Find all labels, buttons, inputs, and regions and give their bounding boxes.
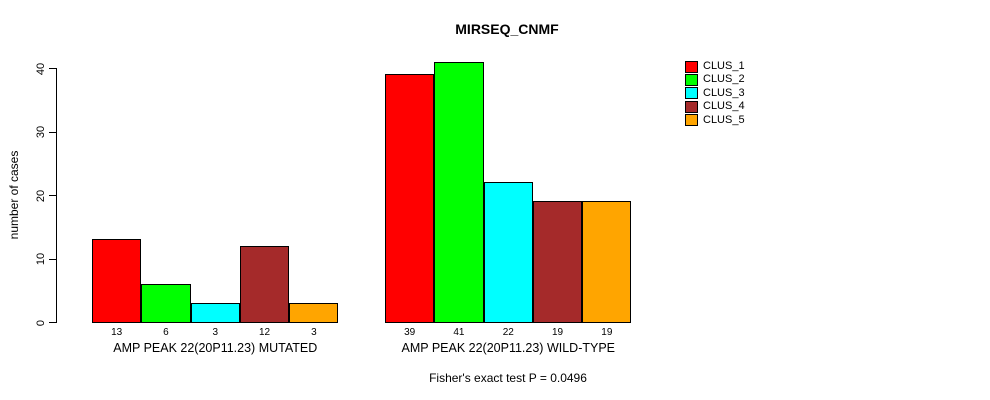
legend-swatch bbox=[685, 114, 698, 127]
legend-label: CLUS_5 bbox=[703, 113, 745, 126]
legend-label: CLUS_2 bbox=[703, 73, 745, 86]
y-tick bbox=[49, 131, 56, 133]
bar bbox=[239, 245, 290, 323]
group-label: AMP PEAK 22(20P11.23) MUTATED bbox=[113, 341, 318, 355]
bar bbox=[483, 182, 533, 323]
bar bbox=[385, 74, 435, 323]
bar bbox=[532, 201, 583, 323]
group-label: AMP PEAK 22(20P11.23) WILD-TYPE bbox=[401, 341, 616, 355]
chart-title: MIRSEQ_CNMF bbox=[455, 21, 559, 37]
y-tick-label: 0 bbox=[35, 319, 47, 326]
bar-value-label: 3 bbox=[212, 327, 219, 338]
y-axis-label: number of cases bbox=[7, 150, 21, 240]
y-tick bbox=[49, 322, 56, 323]
legend-swatch bbox=[685, 74, 698, 87]
bar bbox=[190, 302, 240, 323]
bar-value-label: 3 bbox=[311, 327, 317, 338]
legend-item: CLUS_2 bbox=[685, 73, 745, 87]
bar bbox=[289, 302, 339, 323]
bar bbox=[92, 239, 142, 323]
legend-item: CLUS_5 bbox=[685, 114, 745, 127]
bar-value-label: 41 bbox=[453, 327, 465, 338]
legend: CLUS_1 CLUS_2 CLUS_3 CLUS_4 CLUS_5 bbox=[685, 60, 745, 127]
legend-item: CLUS_3 bbox=[685, 87, 745, 100]
bar bbox=[582, 201, 632, 323]
bar bbox=[141, 283, 191, 323]
legend-item: CLUS_1 bbox=[685, 60, 745, 73]
legend-label: CLUS_1 bbox=[703, 60, 745, 72]
legend-label: CLUS_3 bbox=[703, 86, 745, 99]
bar-value-label: 39 bbox=[404, 327, 416, 338]
y-axis-line bbox=[56, 68, 57, 323]
y-tick-label: 30 bbox=[35, 125, 47, 139]
legend-swatch bbox=[685, 60, 698, 73]
bar-value-label: 19 bbox=[551, 327, 564, 338]
legend-label: CLUS_4 bbox=[703, 100, 745, 113]
y-tick-label: 40 bbox=[35, 62, 47, 75]
bar bbox=[434, 61, 484, 323]
y-tick bbox=[49, 68, 56, 69]
y-tick-label: 10 bbox=[35, 252, 47, 266]
bar-value-label: 12 bbox=[258, 327, 271, 338]
legend-item: CLUS_4 bbox=[685, 100, 745, 113]
bar-value-label: 22 bbox=[502, 327, 514, 338]
legend-swatch bbox=[685, 87, 698, 100]
bar-value-label: 13 bbox=[111, 327, 123, 338]
y-tick bbox=[49, 195, 56, 196]
y-tick-label: 20 bbox=[35, 189, 47, 202]
y-tick bbox=[49, 258, 56, 260]
bar-value-label: 6 bbox=[163, 327, 169, 338]
legend-swatch bbox=[685, 100, 698, 113]
bar-value-label: 19 bbox=[601, 327, 613, 338]
footnote: Fisher's exact test P = 0.0496 bbox=[429, 371, 587, 385]
